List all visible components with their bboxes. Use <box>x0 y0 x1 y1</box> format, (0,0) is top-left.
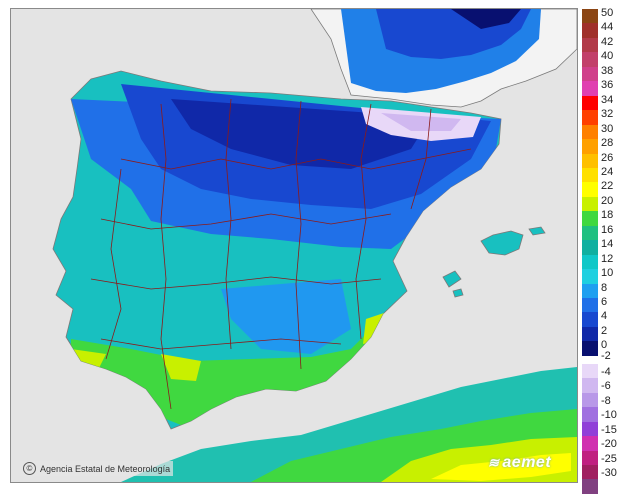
temperature-map <box>10 8 578 483</box>
legend-swatch <box>582 196 598 212</box>
province-border-line <box>225 98 232 350</box>
province-border-line <box>410 108 432 210</box>
legend-swatch <box>582 341 598 357</box>
mallorca-island <box>480 230 524 256</box>
province-border-line <box>90 276 382 290</box>
alps-coldest-zone <box>451 9 521 29</box>
legend-swatch <box>582 363 598 379</box>
formentera-island <box>452 288 464 298</box>
legend-label: 8 <box>601 281 608 294</box>
legend-label: 50 <box>601 7 614 19</box>
pyrenees-peak-zone <box>381 113 461 131</box>
legend-label: -15 <box>601 423 617 436</box>
legend-label: 6 <box>601 296 608 308</box>
legend-label: 24 <box>601 165 614 178</box>
legend-label: 16 <box>601 223 614 236</box>
legend-swatch <box>582 298 598 313</box>
legend-swatch <box>582 124 598 140</box>
legend-label: 42 <box>601 35 614 48</box>
province-border-line <box>100 213 392 230</box>
legend-label: -2 <box>601 349 611 362</box>
legend-swatch <box>582 139 598 154</box>
south-coast-warm-zone <box>71 299 411 429</box>
central-south-zone <box>221 279 351 354</box>
legend-label: 28 <box>601 137 614 150</box>
legend-swatch <box>582 450 598 466</box>
credit-text: Agencia Estatal de Meteorología <box>40 463 171 474</box>
legend-label: 20 <box>601 194 614 207</box>
legend-swatch <box>582 312 598 328</box>
legend-label: -10 <box>601 409 617 422</box>
legend-swatch <box>582 283 598 299</box>
ibiza-island <box>442 270 462 288</box>
legend-label: 2 <box>601 324 608 337</box>
legend-swatch <box>582 95 598 111</box>
legend-label: 0 <box>601 339 608 352</box>
province-border-line <box>160 103 172 410</box>
legend-swatch <box>582 269 598 285</box>
legend-swatch <box>582 392 598 408</box>
legend-label: 40 <box>601 50 614 63</box>
legend-label: 34 <box>601 93 614 106</box>
legend-label: 14 <box>601 238 614 251</box>
legend-label: 36 <box>601 79 614 92</box>
legend-swatch <box>582 240 598 256</box>
portugal-border <box>105 168 122 360</box>
legend-label: 26 <box>601 151 614 164</box>
legend-swatch <box>582 23 598 39</box>
legend-swatch <box>582 66 598 82</box>
copyright-icon: © <box>23 462 36 475</box>
legend-label: 30 <box>601 122 614 135</box>
legend-swatch <box>582 153 598 169</box>
temperature-legend: 50 44 42 40 38 36 34 32 30 28 26 24 22 20 18 16 14 12 10 8 6… <box>582 7 628 495</box>
legend-label: -4 <box>601 365 611 378</box>
legend-label: 12 <box>601 252 614 265</box>
legend-label: 44 <box>601 21 614 34</box>
legend-swatch <box>582 378 598 394</box>
legend-swatch <box>582 464 598 480</box>
province-borders <box>90 98 472 410</box>
legend-swatch <box>582 52 598 68</box>
legend-label: 22 <box>601 180 614 193</box>
legend-swatch <box>582 436 598 451</box>
legend-label: -20 <box>601 438 617 451</box>
legend-swatch <box>582 407 598 423</box>
iberia-temperature-zones <box>71 84 501 429</box>
map-credit: © Agencia Estatal de Meteorología <box>20 461 174 476</box>
menorca-island <box>528 226 546 236</box>
legend-swatch <box>582 37 598 53</box>
legend-swatch <box>582 110 598 126</box>
map-svg <box>11 9 577 482</box>
aemet-logo-icon: ≋ <box>488 455 500 470</box>
legend-swatch <box>582 421 598 437</box>
legend-label: -6 <box>601 380 611 393</box>
legend-swatch <box>582 182 598 198</box>
legend-label: -8 <box>601 394 611 407</box>
legend-swatch <box>582 326 598 342</box>
legend-swatch <box>582 211 598 227</box>
north-africa-hottest-zone <box>431 453 571 481</box>
legend-swatch <box>582 9 598 24</box>
province-border-line <box>100 338 342 350</box>
legend-label: 32 <box>601 108 614 121</box>
legend-label: 4 <box>601 310 608 323</box>
legend-label: -30 <box>601 466 617 479</box>
aemet-logo: ≋ aemet <box>488 454 551 472</box>
legend-swatch <box>582 167 598 183</box>
legend-label: 10 <box>601 267 614 280</box>
legend-label: 18 <box>601 209 614 222</box>
legend-swatch <box>582 225 598 241</box>
province-border-line <box>295 100 302 370</box>
legend-swatch <box>582 479 598 495</box>
legend-swatch <box>582 81 598 97</box>
province-border-line <box>355 103 372 340</box>
guadalquivir-warm-spot <box>161 354 201 381</box>
legend-label: 38 <box>601 64 614 77</box>
aemet-logo-text: aemet <box>502 454 552 471</box>
legend-swatch <box>582 254 598 270</box>
legend-label: -25 <box>601 452 617 465</box>
